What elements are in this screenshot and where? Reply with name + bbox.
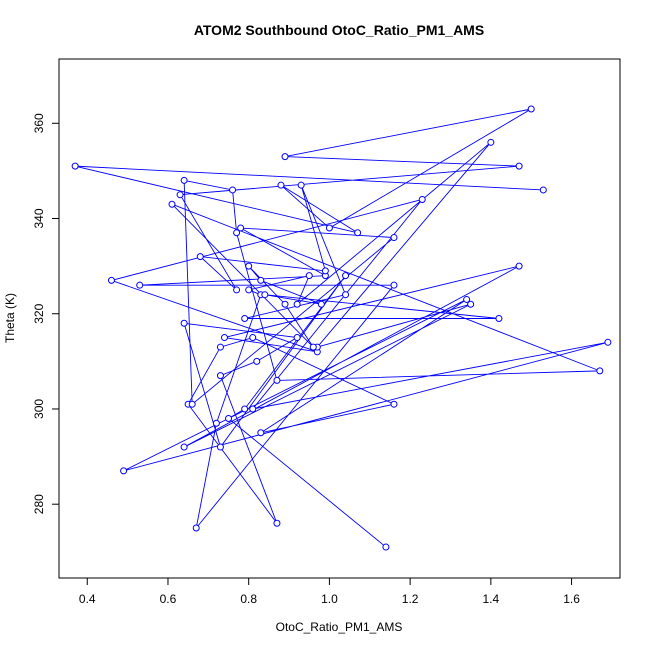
series-layer (71, 105, 612, 551)
data-point (233, 286, 241, 294)
data-point (390, 400, 398, 408)
data-point (390, 281, 398, 289)
x-tick-label: 0.8 (240, 592, 257, 606)
data-point (71, 162, 79, 170)
data-point (604, 338, 612, 346)
data-point (245, 286, 253, 294)
data-point (342, 291, 350, 299)
data-point (249, 334, 257, 342)
x-tick-label: 1.4 (483, 592, 500, 606)
x-tick-label: 1.0 (321, 592, 338, 606)
data-point (216, 343, 224, 351)
data-point (293, 334, 301, 342)
data-point (495, 315, 503, 322)
data-point (487, 138, 495, 146)
data-point (281, 153, 289, 161)
data-point (317, 300, 325, 308)
y-tick-label: 320 (32, 303, 46, 323)
data-point (342, 272, 350, 280)
data-point (136, 281, 144, 289)
data-point (467, 300, 475, 308)
data-point (257, 276, 265, 284)
data-point (418, 195, 426, 203)
x-tick-label: 0.6 (160, 592, 177, 606)
data-point (321, 267, 329, 275)
data-point (220, 334, 228, 342)
data-point (241, 405, 249, 413)
data-point (305, 272, 313, 280)
data-point (281, 300, 289, 308)
data-point (180, 319, 188, 327)
data-point (382, 543, 390, 551)
data-point (539, 186, 547, 194)
data-point (297, 181, 305, 189)
data-point (176, 191, 184, 199)
y-tick-label: 340 (32, 208, 46, 228)
y-axis-label: Theta (K) (3, 293, 17, 343)
data-point (249, 405, 257, 413)
data-point (515, 262, 523, 270)
x-tick-label: 0.4 (79, 592, 96, 606)
x-axis: 0.4 0.6 0.8 1.0 1.2 1.4 1.6 (79, 577, 580, 606)
data-point (390, 234, 398, 242)
data-point (596, 367, 604, 375)
data-point (233, 229, 241, 237)
data-point (225, 414, 233, 422)
y-axis: 280 300 320 340 360 (32, 113, 60, 514)
data-point (325, 224, 333, 232)
x-tick-label: 1.6 (563, 592, 580, 606)
data-point (273, 376, 281, 384)
series-line (75, 108, 609, 548)
data-point (261, 291, 269, 299)
x-axis-label: OtoC_Ratio_PM1_AMS (276, 620, 403, 634)
data-point (180, 176, 188, 184)
y-tick-label: 300 (32, 399, 46, 419)
data-point (515, 162, 523, 170)
y-tick-label: 280 (32, 494, 46, 514)
data-point (253, 357, 261, 365)
data-point (196, 253, 204, 261)
data-point (192, 524, 200, 532)
data-point (216, 443, 224, 451)
data-point (212, 419, 220, 427)
data-point (188, 400, 196, 408)
data-point (354, 229, 362, 237)
data-point (293, 300, 301, 308)
data-point (237, 224, 245, 232)
data-point (168, 200, 176, 208)
data-point (180, 443, 188, 451)
data-point (241, 315, 249, 322)
data-point (309, 343, 317, 351)
data-point (245, 262, 253, 270)
data-point (229, 186, 237, 194)
data-point (273, 519, 281, 527)
data-point (120, 467, 128, 475)
y-tick-label: 360 (32, 113, 46, 133)
data-point (463, 295, 471, 303)
data-point (257, 429, 265, 437)
data-point (277, 181, 285, 189)
data-point (527, 105, 535, 113)
data-point (107, 276, 115, 284)
x-tick-label: 1.2 (402, 592, 419, 606)
data-point (216, 372, 224, 380)
chart-title: ATOM2 Southbound OtoC_Ratio_PM1_AMS (194, 22, 484, 38)
